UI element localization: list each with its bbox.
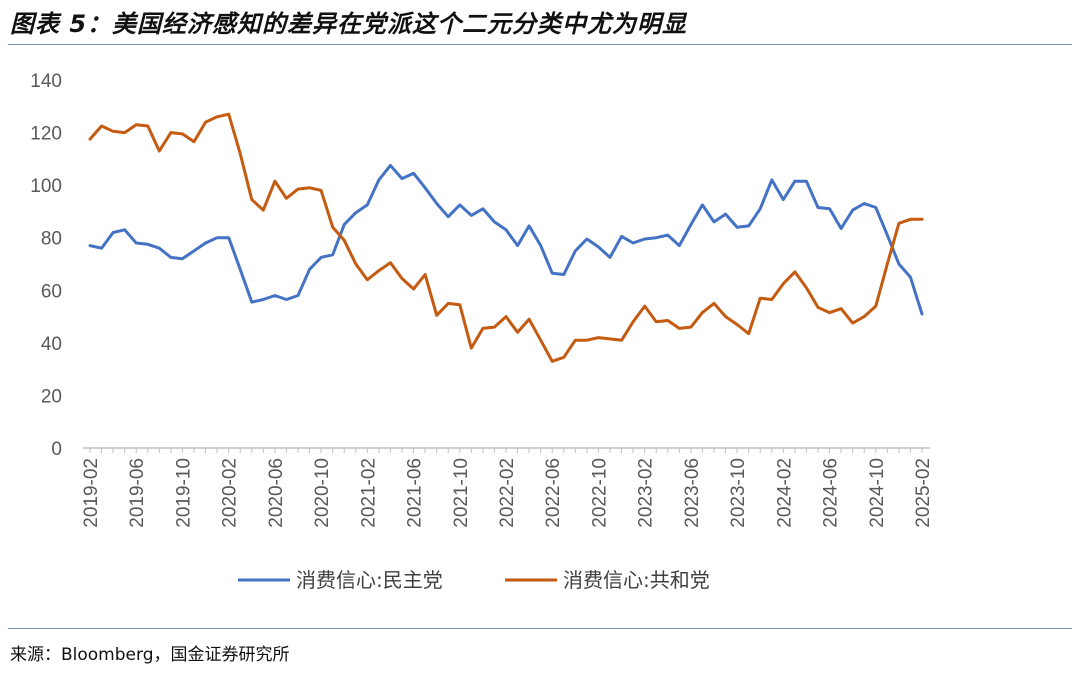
legend-label: 消费信心:民主党 <box>296 568 443 592</box>
y-axis-ticks: 0 20 40 60 80 100 120 140 <box>30 71 62 460</box>
x-tick-label: 2023-06 <box>682 458 703 528</box>
series-line-democrat <box>88 163 924 316</box>
bottom-rule <box>8 628 1072 629</box>
y-tick-label: 0 <box>51 439 62 460</box>
x-tick-label: 2023-02 <box>636 458 657 528</box>
y-tick-label: 120 <box>30 124 62 145</box>
x-tick-label: 2021-02 <box>358 458 379 528</box>
x-tick-label: 2024-06 <box>821 458 842 528</box>
x-tick-label: 2025-02 <box>913 458 934 528</box>
x-tick-label: 2020-06 <box>266 458 287 528</box>
x-tick-label: 2024-10 <box>867 458 888 528</box>
series-line-republican <box>88 112 924 363</box>
x-tick-label: 2023-10 <box>728 458 749 528</box>
source-note: 来源：Bloomberg，国金证券研究所 <box>10 645 290 665</box>
y-tick-label: 140 <box>30 71 62 92</box>
x-tick-label: 2022-06 <box>543 458 564 528</box>
x-tick-label: 2019-10 <box>173 458 194 528</box>
x-tick-label: 2021-06 <box>405 458 426 528</box>
x-tick-label: 2022-10 <box>589 458 610 528</box>
figure-title: 图表 5：美国经济感知的差异在党派这个二元分类中尤为明显 <box>10 10 688 38</box>
x-axis-ticks: 2019-02 2019-06 2019-10 2020-02 2020-06 2020-… <box>81 448 934 528</box>
x-tick-label: 2019-06 <box>127 458 148 528</box>
x-tick-label: 2024-02 <box>774 458 795 528</box>
y-tick-label: 80 <box>41 229 62 250</box>
legend-label: 消费信心:共和党 <box>563 568 710 592</box>
x-tick-label: 2022-02 <box>497 458 518 528</box>
y-tick-label: 20 <box>41 386 62 407</box>
x-tick-label: 2021-10 <box>451 458 472 528</box>
y-tick-label: 100 <box>30 176 62 197</box>
x-tick-label: 2020-10 <box>312 458 333 528</box>
x-tick-label: 2020-02 <box>220 458 241 528</box>
x-tick-label: 2019-02 <box>81 458 102 528</box>
line-chart: 0 20 40 60 80 100 120 140 2019-02 2019-06 2019-10… <box>30 71 934 592</box>
y-tick-label: 40 <box>41 334 62 355</box>
legend: 消费信心:民主党 消费信心:共和党 <box>238 568 710 592</box>
y-tick-label: 60 <box>41 281 62 302</box>
series-lines <box>88 112 924 363</box>
top-rule <box>8 44 1072 45</box>
